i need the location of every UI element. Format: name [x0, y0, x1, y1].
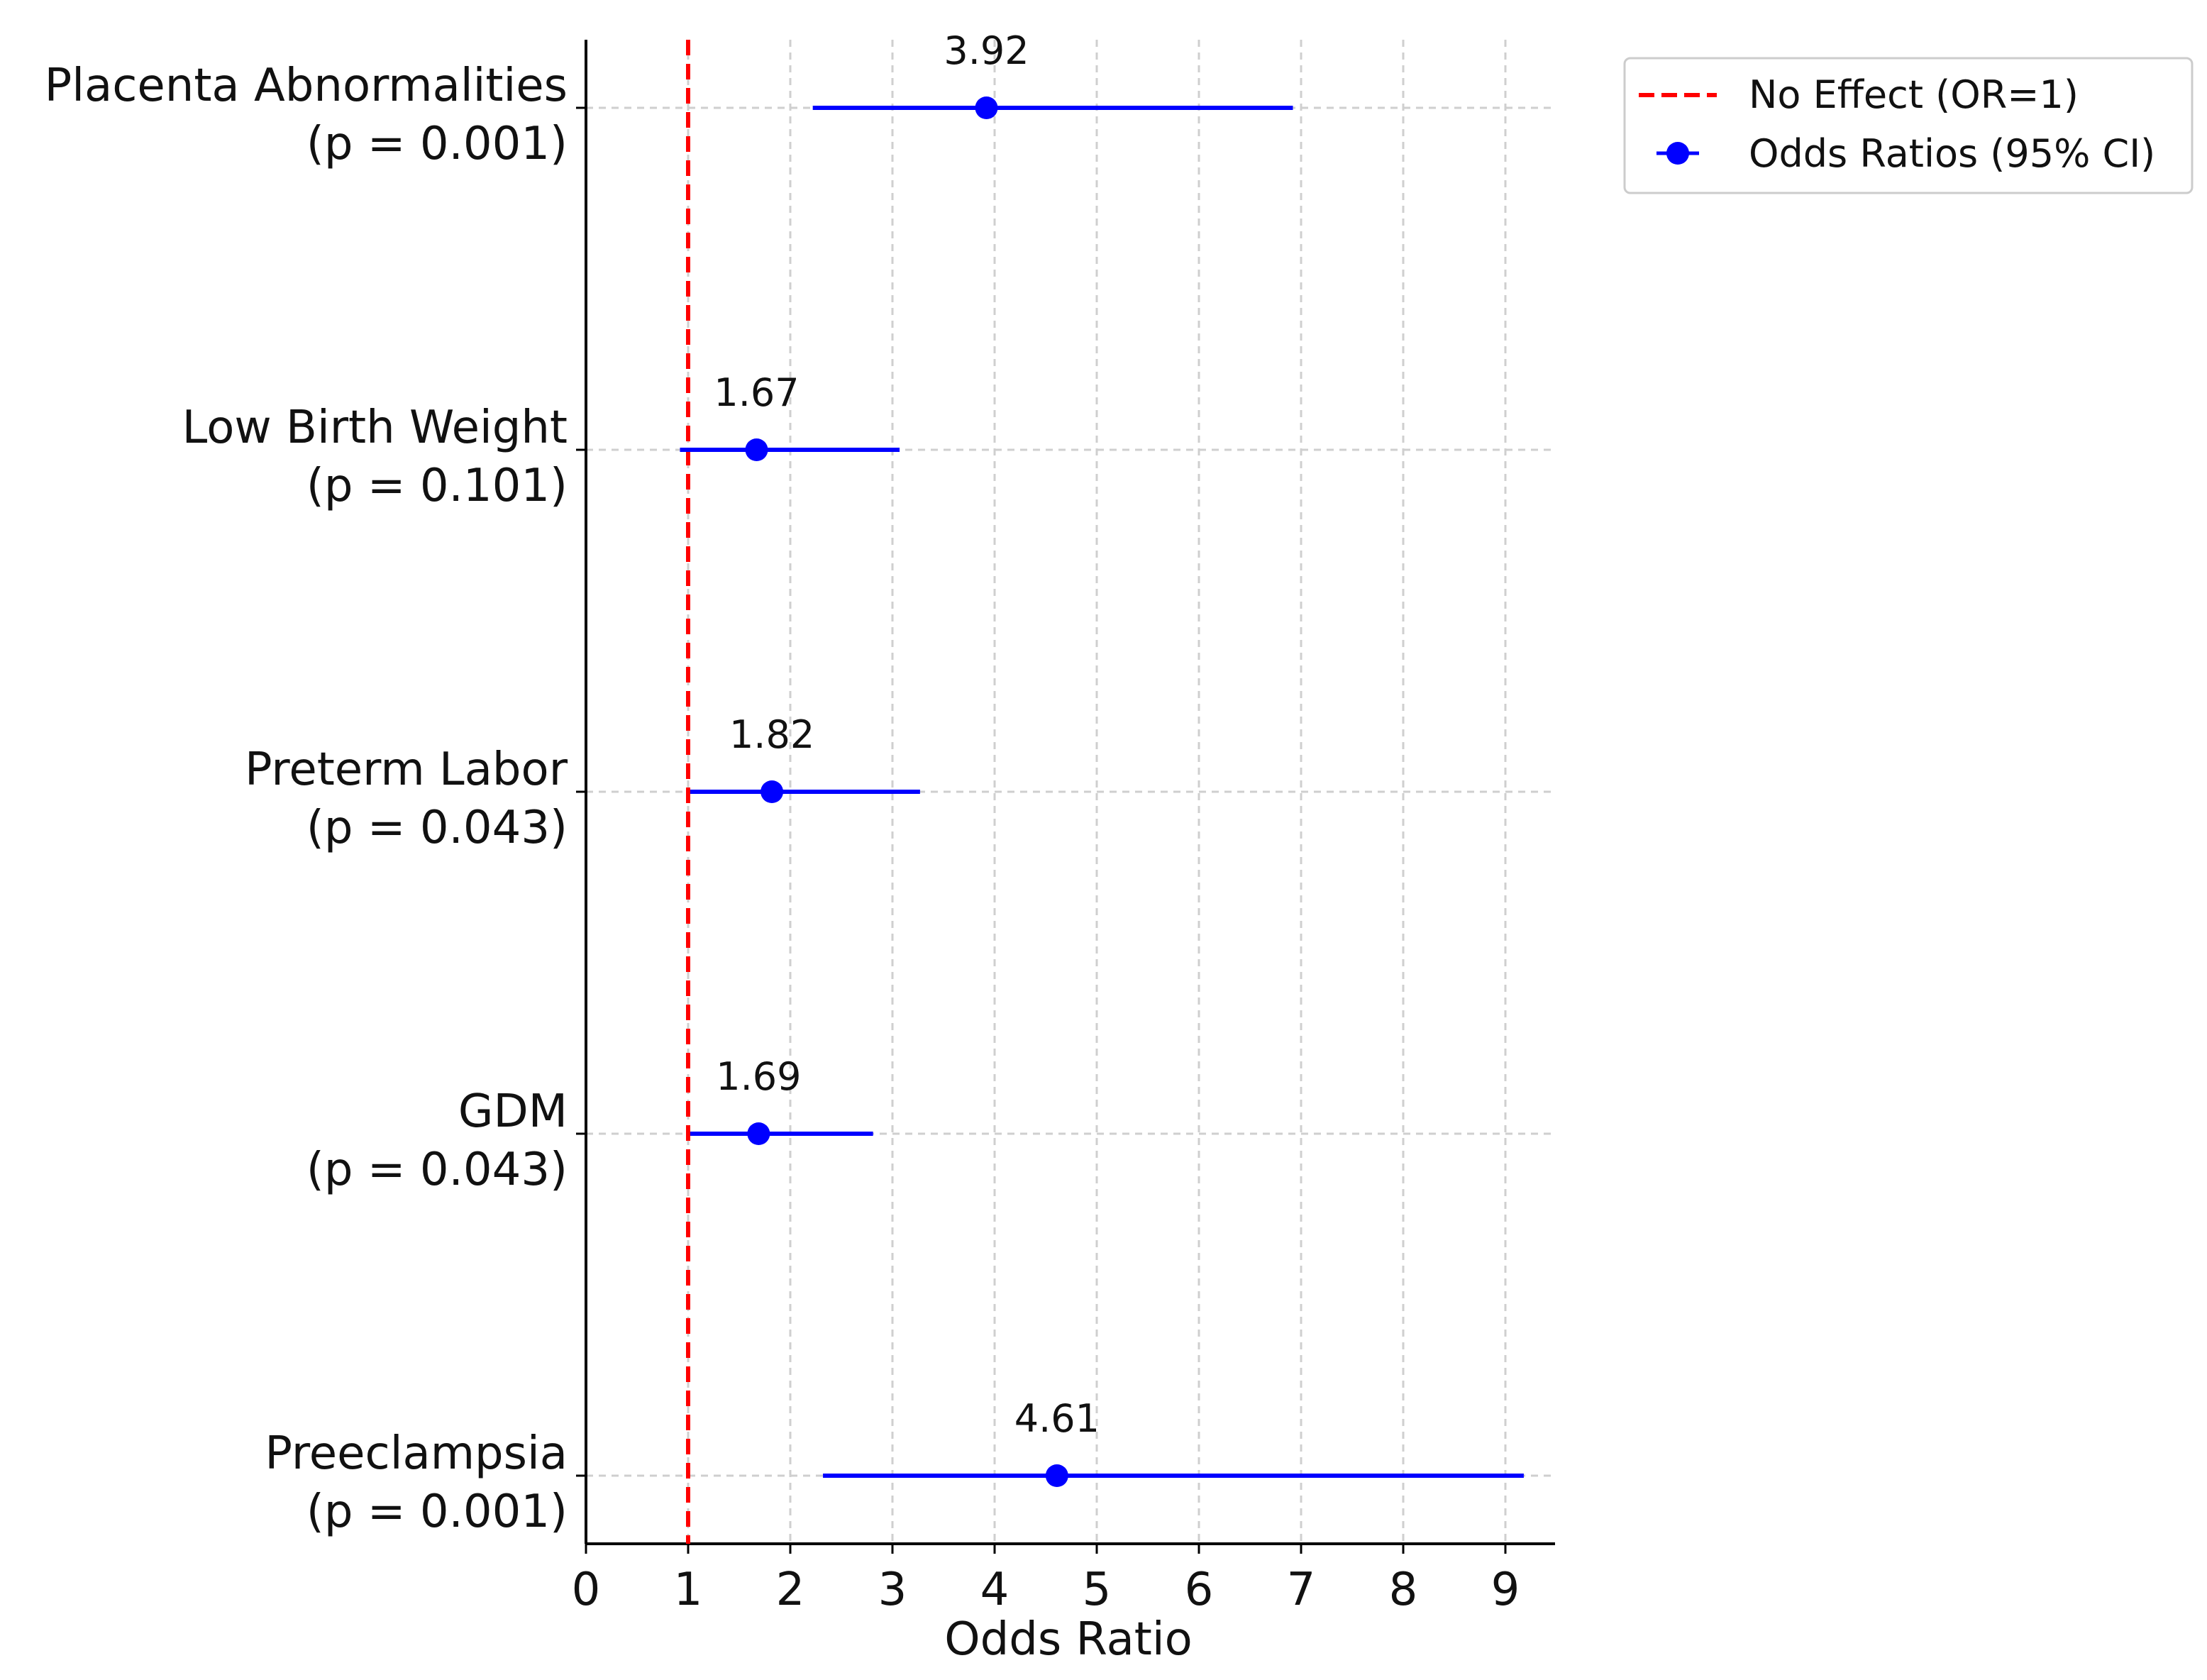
y-tick-label: GDM — [458, 1085, 568, 1138]
y-tick-label: Preeclampsia — [265, 1427, 568, 1480]
x-tick-label: 6 — [1185, 1564, 1214, 1616]
y-tick-p-value: (p = 0.101) — [306, 460, 568, 512]
legend-label-series: Odds Ratios (95% CI) — [1749, 131, 2155, 176]
axes-layer: 0 1 2 3 4 5 6 7 8 9 Placenta Abnormalities (p = 0.0… — [45, 40, 1555, 1616]
y-tick-p-value: (p = 0.043) — [306, 802, 568, 854]
odds-ratio-point — [745, 438, 768, 461]
legend-marker-series — [1666, 142, 1689, 165]
x-tick-label: 4 — [980, 1564, 1010, 1616]
odds-ratio-point — [975, 96, 998, 119]
label-layer: 3.92 1.67 1.82 1.69 4.61 — [714, 28, 1100, 1441]
x-tick-label: 0 — [572, 1564, 601, 1616]
x-tick-label: 8 — [1389, 1564, 1418, 1616]
legend: No Effect (OR=1) Odds Ratios (95% CI) — [1623, 57, 2194, 194]
data-label: 4.61 — [1014, 1396, 1100, 1441]
y-tick-p-value: (p = 0.043) — [306, 1144, 568, 1196]
x-tick-label: 2 — [776, 1564, 805, 1616]
x-tick-label: 5 — [1083, 1564, 1112, 1616]
data-label: 3.92 — [944, 28, 1029, 73]
odds-ratio-point — [1045, 1464, 1068, 1487]
legend-box — [1623, 57, 2194, 194]
data-layer — [680, 96, 1524, 1487]
data-label: 1.69 — [716, 1054, 801, 1099]
x-tick-label: 9 — [1491, 1564, 1520, 1616]
x-tick-label: 3 — [878, 1564, 907, 1616]
odds-ratio-point — [760, 780, 784, 803]
data-label: 1.67 — [714, 370, 799, 415]
data-label: 1.82 — [729, 712, 814, 757]
y-tick-p-value: (p = 0.001) — [306, 1486, 568, 1538]
y-tick-label: Placenta Abnormalities — [45, 60, 568, 112]
y-tick-label: Low Birth Weight — [182, 402, 568, 454]
x-tick-label: 1 — [674, 1564, 703, 1616]
x-tick-label: 7 — [1287, 1564, 1316, 1616]
legend-label-reference: No Effect (OR=1) — [1749, 72, 2079, 117]
y-tick-p-value: (p = 0.001) — [306, 118, 568, 170]
odds-ratio-point — [747, 1122, 770, 1145]
x-axis-title: Odds Ratio — [944, 1613, 1193, 1666]
y-tick-label: Preterm Labor — [245, 744, 568, 796]
